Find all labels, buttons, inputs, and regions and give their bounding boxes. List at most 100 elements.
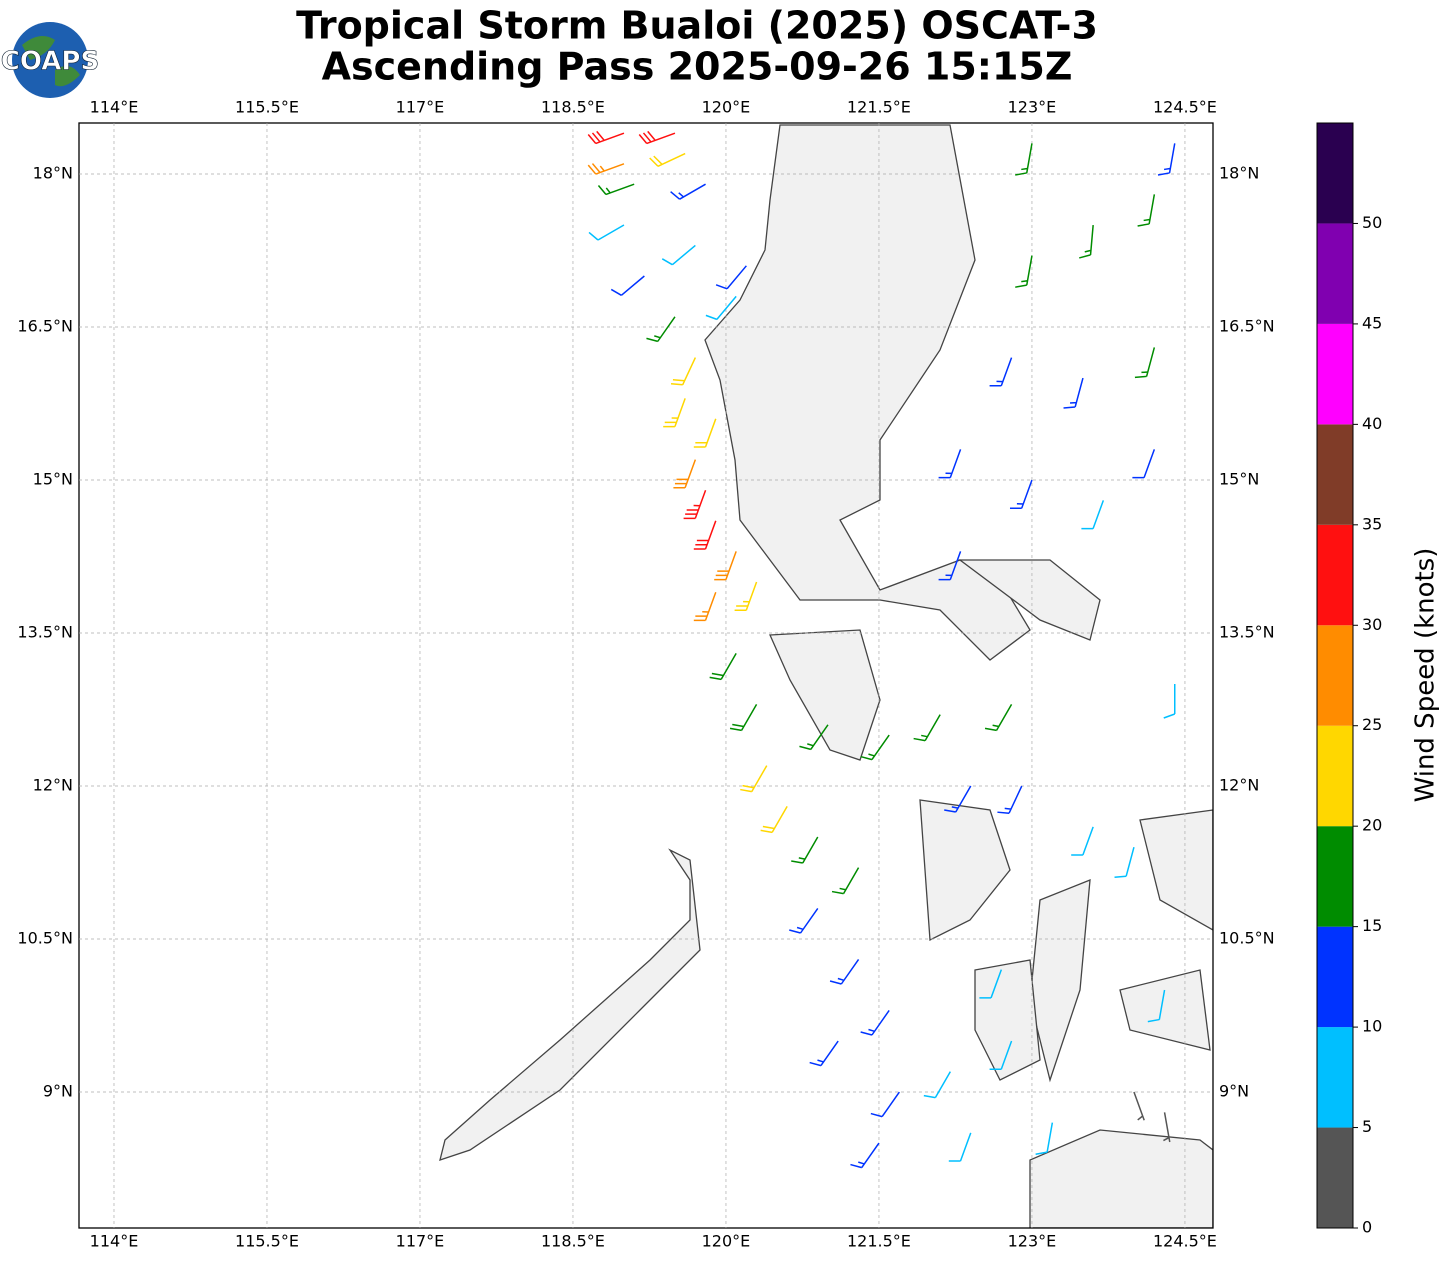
colorbar-frame	[1316, 122, 1354, 1229]
wind-barb	[860, 734, 890, 761]
wind-barb	[646, 316, 676, 343]
wind-barb	[638, 130, 676, 145]
x-tick-label: 114°E	[90, 98, 139, 117]
wind-barb	[587, 163, 625, 175]
x-tick-label: 115.5°E	[235, 98, 299, 117]
land	[439, 124, 1213, 1228]
wind-barb	[948, 1132, 972, 1162]
colorbar-tick-label: 40	[1362, 414, 1382, 433]
y-tick-label: 18°N	[33, 164, 73, 183]
wind-barb	[670, 183, 706, 200]
wind-barb	[1063, 377, 1084, 409]
bohol	[1119, 969, 1211, 1051]
x-tick-label: 117°E	[396, 98, 445, 117]
colorbar-level	[1317, 625, 1353, 726]
colorbar-tick-label: 15	[1362, 916, 1382, 935]
colorbar-tick-label: 0	[1362, 1218, 1372, 1237]
wind-barb	[1157, 143, 1176, 176]
palawan	[439, 848, 701, 1161]
wind-barb	[1071, 826, 1094, 856]
x-tick-label: 115.5°E	[235, 1232, 299, 1251]
mindoro	[769, 629, 881, 761]
mindanao	[1029, 1129, 1213, 1228]
x-tick-label: 120°E	[702, 1232, 751, 1251]
colorbar-level	[1317, 1127, 1353, 1228]
x-tick-label: 123°E	[1008, 1232, 1057, 1251]
x-tick-label: 123°E	[1008, 98, 1057, 117]
wind-barb	[799, 724, 829, 751]
wind-barb	[1133, 1091, 1145, 1121]
wind-barb	[1035, 1122, 1054, 1155]
wind-barb	[831, 867, 860, 895]
colorbar-level	[1317, 1027, 1353, 1128]
y-tick-label: 9°N	[1219, 1082, 1249, 1101]
x-tick-label: 121.5°E	[847, 1232, 911, 1251]
colorbar-tick-label: 50	[1362, 213, 1382, 232]
colorbar-tick-label: 45	[1362, 313, 1382, 332]
y-tick-label: 16.5°N	[17, 317, 73, 336]
y-tick-label: 13.5°N	[1219, 623, 1275, 642]
panay	[919, 799, 1011, 942]
wind-barb	[938, 551, 962, 581]
colorbar-tick-label: 10	[1362, 1017, 1382, 1036]
wind-barb	[989, 1040, 1013, 1070]
wind-barb	[791, 836, 819, 864]
wind-barb	[740, 765, 768, 793]
wind-barb	[1015, 255, 1033, 288]
wind-barb	[870, 1091, 900, 1118]
wind-barb	[1079, 224, 1094, 259]
wind-barb	[809, 1040, 839, 1067]
y-tick-label: 16.5°N	[1219, 317, 1275, 336]
colorbar-level	[1317, 926, 1353, 1028]
colorbar-label: Wind Speed (knots)	[1411, 548, 1441, 803]
bicol	[958, 559, 1101, 641]
x-tick-label: 114°E	[90, 1232, 139, 1251]
colorbar-level	[1317, 123, 1353, 224]
x-tick-label: 124.5°E	[1153, 1232, 1217, 1251]
wind-barb	[693, 520, 717, 550]
wind-barb	[734, 581, 758, 611]
wind-barb	[661, 244, 696, 266]
y-tick-label: 13.5°N	[17, 623, 73, 642]
colorbar-level	[1317, 725, 1353, 827]
wind-barb	[729, 704, 758, 732]
luzon	[704, 124, 1031, 661]
y-tick-label: 10.5°N	[17, 929, 73, 948]
wind-barb	[1132, 449, 1156, 479]
y-tick-label: 15°N	[33, 470, 73, 489]
island	[974, 959, 1041, 1081]
wind-barb	[944, 785, 972, 813]
colorbar-tick-label: 20	[1362, 816, 1382, 835]
wind-barb	[715, 265, 747, 290]
logo-land	[22, 36, 80, 87]
y-tick-label: 9°N	[43, 1082, 73, 1101]
wind-barb	[989, 357, 1013, 387]
wind-barb	[1134, 347, 1156, 379]
wind-barb	[1163, 684, 1176, 719]
y-tick-label: 15°N	[1219, 470, 1259, 489]
colorbar-level	[1317, 524, 1353, 626]
wind-barb	[1114, 847, 1135, 878]
wind-barb	[997, 785, 1023, 814]
wind-barb	[588, 224, 625, 241]
logo: COAPS	[1, 22, 99, 98]
y-tick-label: 18°N	[1219, 164, 1259, 183]
logo-text: COAPS	[1, 47, 99, 77]
colorbar-level	[1317, 323, 1353, 425]
wind-barb	[984, 704, 1013, 732]
wind-barb	[587, 130, 625, 145]
y-tick-label: 10.5°N	[1219, 929, 1275, 948]
wind-barbs	[587, 130, 1176, 1169]
wind-barb	[1163, 1112, 1171, 1143]
colorbar-tick-label: 25	[1362, 715, 1382, 734]
y-tick-label: 12°N	[1219, 776, 1259, 795]
wind-barb	[1009, 479, 1033, 509]
wind-barb	[923, 1071, 952, 1099]
wind-barb	[709, 653, 737, 681]
wind-barb	[829, 958, 860, 985]
wind-barb	[1147, 989, 1166, 1023]
wind-barb	[913, 714, 941, 742]
map-frame	[78, 122, 1214, 1229]
wind-barb	[760, 806, 788, 834]
